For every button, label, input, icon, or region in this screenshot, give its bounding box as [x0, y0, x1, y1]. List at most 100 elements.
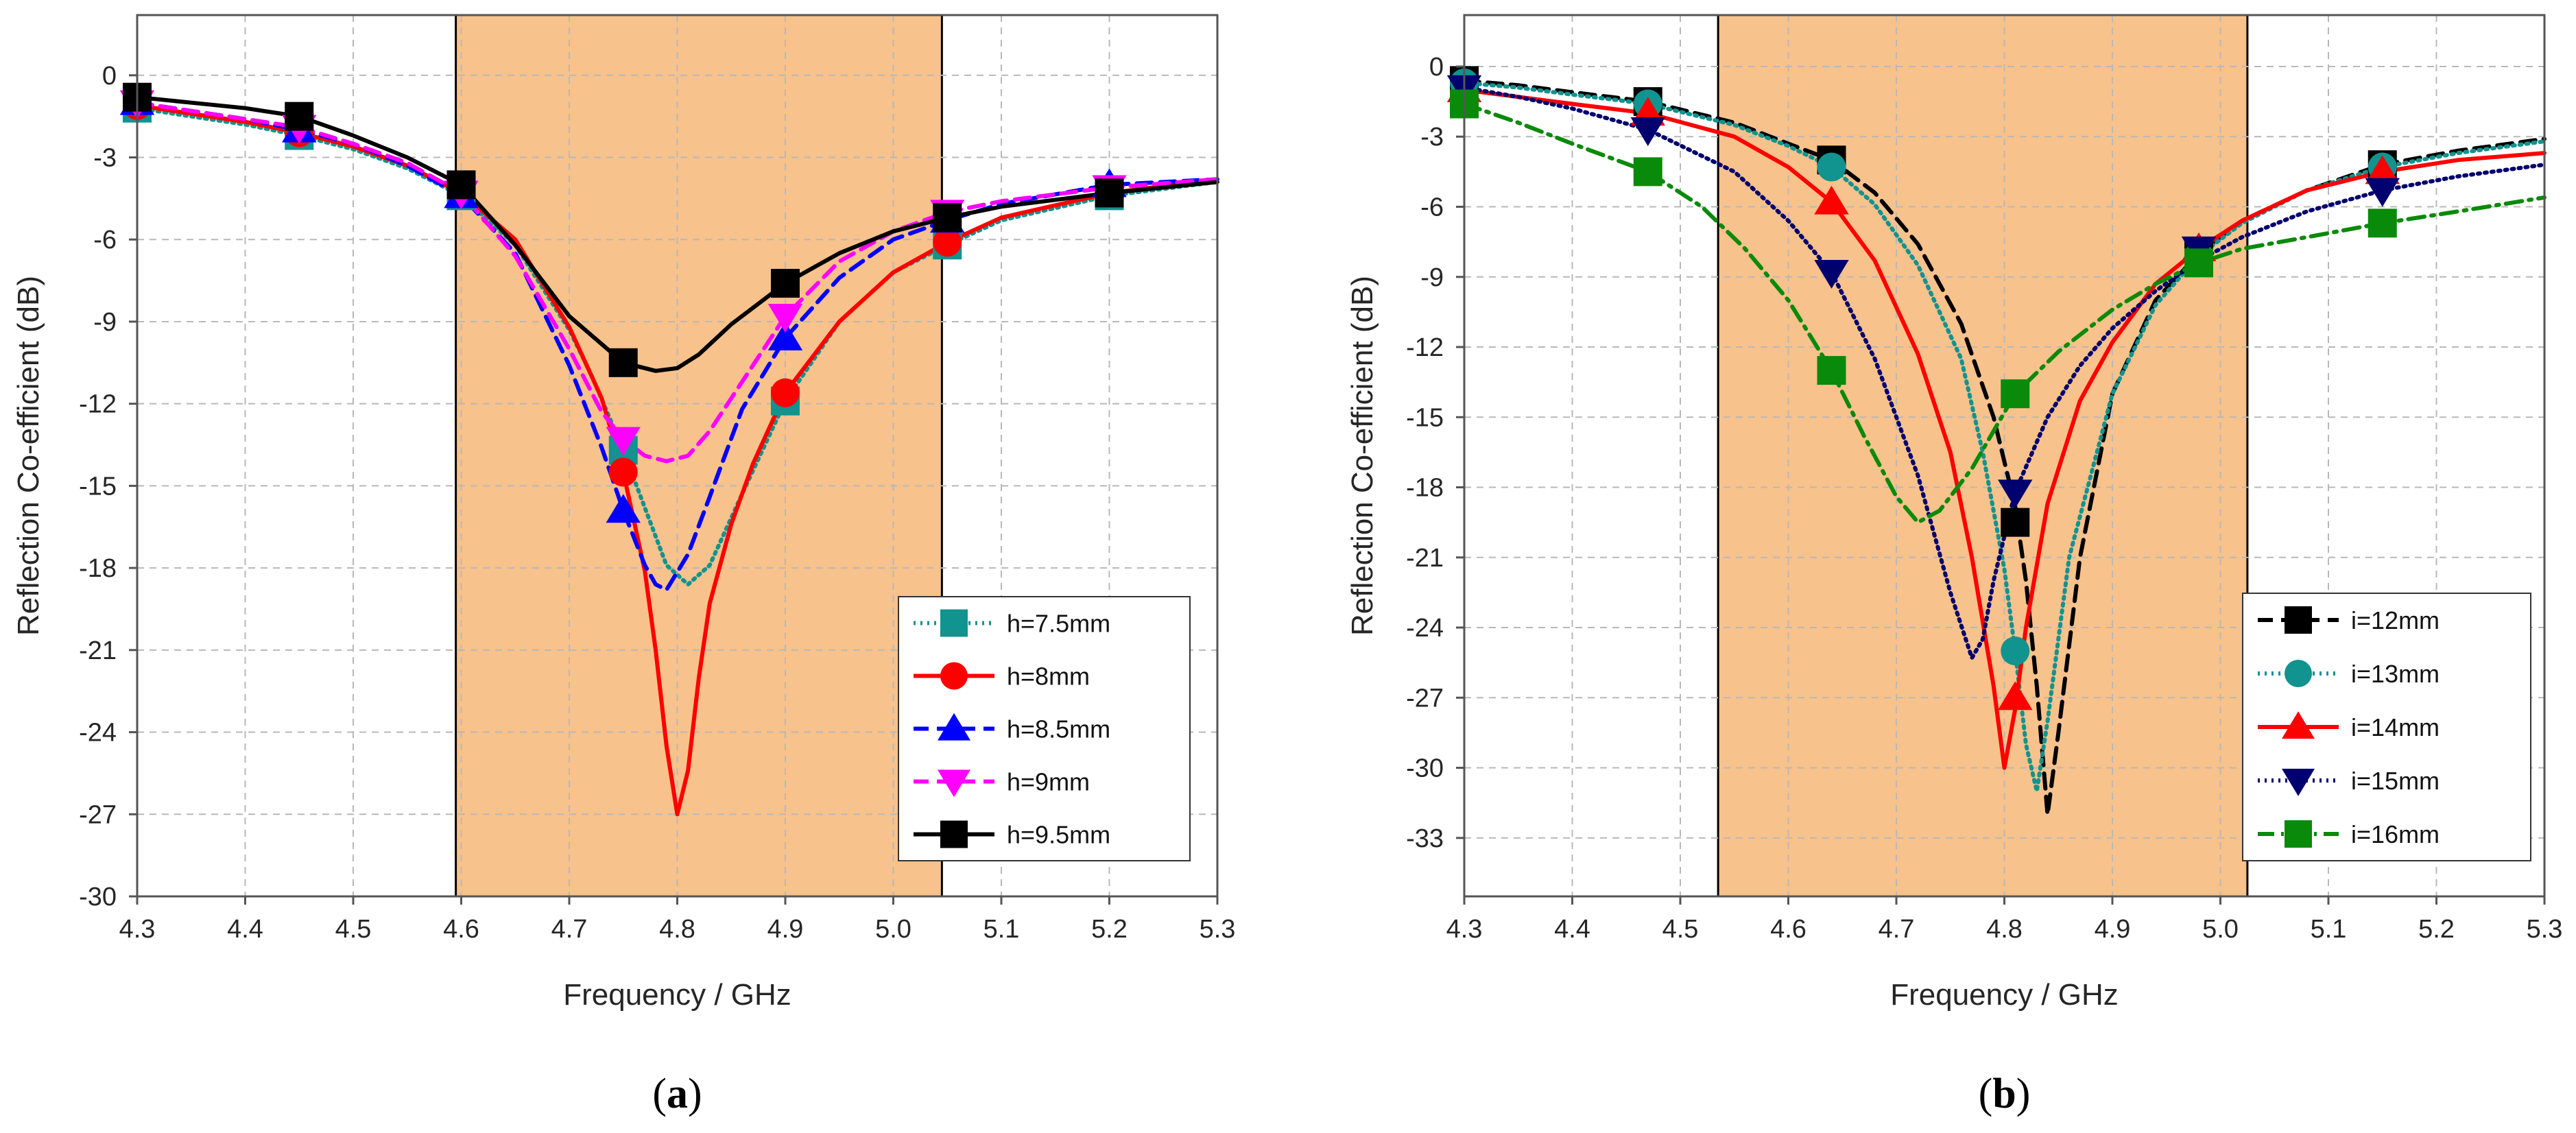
- x-tick-label: 5.1: [983, 915, 1020, 944]
- y-tick-label: -30: [79, 883, 117, 911]
- x-tick-label: 4.5: [335, 915, 372, 944]
- data-point-i=16mm: [1817, 356, 1846, 385]
- legend-marker-i=13mm: [2285, 660, 2312, 687]
- x-tick-label: 5.3: [1200, 915, 1236, 944]
- legend-label-h=8mm: h=8mm: [1007, 663, 1090, 691]
- x-tick-label: 4.8: [659, 915, 695, 944]
- y-tick-label: -6: [93, 226, 117, 254]
- y-tick-label: -15: [79, 472, 117, 501]
- y-axis-title: Reflection Co-efficient (dB): [12, 276, 45, 636]
- x-tick-label: 4.4: [227, 915, 263, 944]
- panel-label: (a): [652, 1071, 702, 1117]
- x-tick-label: 5.0: [875, 915, 911, 944]
- panel-label-letter: b: [1992, 1071, 2016, 1117]
- data-point-h=8.5mm: [767, 321, 803, 350]
- y-tick-label: -3: [1420, 123, 1444, 152]
- data-point-h=9.5mm: [933, 203, 962, 232]
- data-point-i=13mm: [1817, 152, 1846, 182]
- x-tick-label: 4.5: [1662, 915, 1699, 944]
- y-tick-label: -24: [79, 719, 117, 748]
- y-tick-label: -30: [1406, 754, 1444, 783]
- x-tick-label: 5.2: [1091, 915, 1128, 944]
- legend: h=7.5mm h=8mm h=8.5mm h=9mm h=9.5mm: [898, 596, 1191, 861]
- legend-label-i=12mm: i=12mm: [2351, 606, 2440, 634]
- y-tick-label: 0: [1429, 53, 1444, 82]
- legend-marker-h=9mm: [938, 770, 970, 798]
- data-point-h=9mm: [767, 304, 803, 333]
- legend-label-h=8.5mm: h=8.5mm: [1007, 715, 1110, 743]
- y-tick-label: -27: [1406, 684, 1444, 713]
- chart-panel-1: 4.3 4.4 4.5 4.6 4.7 4.8 4.9 5.0 5.1 5.2 5.3 0 -3 -6 -9…: [12, 14, 1236, 1117]
- data-point-i=15mm: [1630, 117, 1665, 146]
- data-point-i=16mm: [2368, 208, 2397, 238]
- legend-label-h=9mm: h=9mm: [1007, 768, 1090, 796]
- panel-label-open: (: [1979, 1071, 1993, 1117]
- legend-marker-i=16mm: [2285, 820, 2312, 848]
- y-tick-label: -9: [1420, 263, 1444, 292]
- legend-marker-h=8mm: [940, 662, 968, 690]
- y-tick-label: -3: [93, 144, 117, 173]
- y-tick-label: -27: [79, 800, 117, 829]
- y-tick-label: -33: [1406, 824, 1444, 853]
- legend-marker-i=12mm: [2285, 606, 2312, 634]
- legend-marker-h=9.5mm: [940, 820, 968, 848]
- data-point-i=14mm: [1998, 681, 2033, 711]
- legend-marker-i=14mm: [2282, 711, 2315, 739]
- legend-label-i=13mm: i=13mm: [2351, 660, 2440, 688]
- x-tick-label: 4.8: [1986, 915, 2023, 944]
- x-tick-label: 5.1: [2311, 915, 2347, 944]
- x-tick-label: 5.0: [2202, 915, 2239, 944]
- data-point-h=9mm: [606, 427, 641, 456]
- data-point-i=16mm: [1633, 157, 1662, 187]
- x-tick-label: 4.9: [2095, 915, 2131, 944]
- data-point-i=16mm: [2001, 379, 2030, 409]
- y-tick-label: -12: [79, 390, 117, 419]
- series-line-h=9.5mm: [135, 95, 1219, 373]
- chart-panel-2: 4.3 4.4 4.5 4.6 4.7 4.8 4.9 5.0 5.1 5.2 5.3 0 -3 -6 -9…: [1346, 14, 2563, 1117]
- legend-label-h=9.5mm: h=9.5mm: [1007, 821, 1110, 849]
- data-point-h=9.5mm: [771, 269, 800, 298]
- highlight-band: [455, 14, 943, 898]
- data-point-h=8.5mm: [606, 494, 641, 523]
- y-tick-label: -21: [79, 636, 117, 665]
- data-point-h=8mm: [771, 378, 800, 407]
- series-line-i=15mm: [1462, 85, 2547, 660]
- y-tick-label: -9: [93, 308, 117, 337]
- panel-label-close: ): [688, 1071, 702, 1117]
- y-tick-label: -21: [1406, 544, 1444, 573]
- x-tick-label: 4.7: [1879, 915, 1915, 944]
- data-point-h=9.5mm: [608, 348, 638, 377]
- x-axis-title: Frequency / GHz: [1890, 978, 2119, 1012]
- y-tick-label: 0: [102, 62, 117, 91]
- panel-label: (b): [1979, 1071, 2031, 1117]
- y-tick-label: -24: [1406, 614, 1444, 643]
- x-tick-label: 5.3: [2527, 915, 2563, 944]
- x-tick-label: 4.3: [1446, 915, 1483, 944]
- x-tick-label: 5.2: [2418, 915, 2455, 944]
- legend: i=12mm i=13mm i=14mm i=15mm i=16mm: [2242, 593, 2531, 861]
- panel-label-open: (: [652, 1071, 667, 1117]
- x-tick-label: 4.4: [1554, 915, 1590, 944]
- panel-label-letter: a: [667, 1071, 688, 1117]
- data-point-h=8mm: [608, 457, 638, 487]
- x-tick-label: 4.6: [1770, 915, 1806, 944]
- data-point-i=15mm: [1998, 479, 2033, 509]
- y-tick-label: -15: [1406, 403, 1444, 432]
- data-point-h=8mm: [933, 228, 962, 257]
- data-point-h=9.5mm: [285, 102, 314, 131]
- x-tick-label: 4.6: [443, 915, 479, 944]
- legend-marker-h=8.5mm: [938, 713, 970, 741]
- legend-label-i=14mm: i=14mm: [2351, 713, 2440, 741]
- x-tick-label: 4.3: [119, 915, 156, 944]
- y-tick-label: -6: [1420, 193, 1444, 222]
- data-point-h=9.5mm: [1095, 178, 1124, 208]
- data-point-i=14mm: [1814, 185, 1849, 215]
- x-tick-label: 4.7: [551, 915, 588, 944]
- data-point-i=13mm: [2001, 636, 2030, 666]
- legend-label-i=16mm: i=16mm: [2351, 820, 2440, 848]
- y-axis-title: Reflection Co-efficient (dB): [1346, 276, 1379, 636]
- y-tick-label: -18: [1406, 474, 1444, 503]
- legend-marker-h=7.5mm: [940, 609, 968, 637]
- series-line-i=16mm: [1462, 102, 2547, 525]
- data-point-i=14mm: [2365, 155, 2400, 184]
